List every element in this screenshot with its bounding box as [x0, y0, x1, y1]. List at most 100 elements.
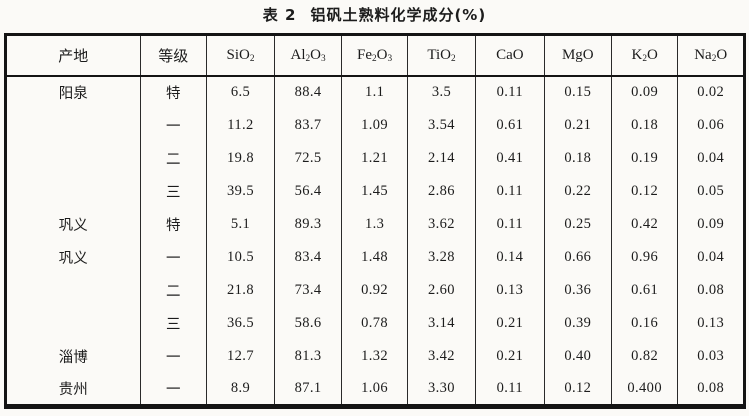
cell-Na2O: 0.05	[677, 174, 745, 208]
cell-Al2O3: 81.3	[273, 340, 342, 374]
table-row: 阳泉 特 6.5 88.4 1.1 3.5 0.11 0.15 0.09 0.02	[6, 75, 745, 109]
cell-grade: 二	[139, 141, 207, 175]
cell-TiO2: 3.5	[406, 75, 476, 109]
column-header-MgO: MgO	[543, 34, 612, 77]
cell-Fe2O3: 1.09	[341, 108, 408, 142]
cell-Na2O: 0.08	[677, 373, 745, 407]
cell-CaO: 0.11	[474, 207, 545, 241]
cell-Na2O: 0.04	[677, 141, 745, 175]
cell-Fe2O3: 1.32	[341, 340, 408, 374]
table-title: 表 2 铝矾土熟料化学成分(%)	[0, 4, 749, 25]
table-row: 三 36.5 58.6 0.78 3.14 0.21 0.39 0.16 0.13	[6, 307, 745, 341]
cell-K2O: 0.18	[610, 108, 678, 142]
cell-SiO2: 6.5	[206, 75, 275, 109]
cell-TiO2: 2.14	[406, 141, 476, 175]
cell-Na2O: 0.03	[677, 340, 745, 374]
cell-Al2O3: 83.4	[273, 240, 342, 275]
cell-Na2O: 0.13	[677, 307, 745, 341]
cell-Fe2O3: 1.21	[341, 141, 408, 175]
column-header-TiO2: TiO2	[406, 34, 476, 77]
cell-SiO2: 12.7	[206, 340, 275, 374]
cell-Fe2O3: 1.45	[341, 174, 408, 208]
cell-origin	[6, 175, 141, 208]
cell-MgO: 0.25	[543, 207, 612, 241]
cell-Na2O: 0.06	[677, 108, 745, 142]
cell-SiO2: 36.5	[206, 307, 275, 341]
cell-TiO2: 3.54	[406, 108, 476, 142]
cell-Al2O3: 73.4	[273, 274, 342, 308]
cell-origin	[6, 109, 141, 142]
cell-origin: 贵州	[58, 382, 88, 399]
cell-TiO2: 3.30	[406, 373, 476, 407]
cell-grade: 二	[139, 274, 207, 308]
cell-MgO: 0.39	[543, 307, 612, 341]
cell-MgO: 0.18	[543, 141, 612, 175]
cell-K2O: 0.400	[610, 373, 678, 407]
cell-K2O: 0.82	[610, 340, 678, 374]
cell-K2O: 0.19	[610, 141, 678, 175]
cell-TiO2: 3.28	[406, 240, 476, 275]
cell-MgO: 0.22	[543, 174, 612, 208]
column-header-grade: 等级	[139, 34, 207, 77]
cell-Al2O3: 58.6	[273, 307, 342, 341]
header-row: 产地 等级 SiO2 Al2O3 Fe2O3 TiO2 CaO MgO K2O Na2O	[5, 34, 745, 77]
cell-Fe2O3: 1.06	[341, 373, 408, 407]
cell-Al2O3: 87.1	[273, 373, 342, 407]
cell-CaO: 0.41	[474, 141, 545, 175]
cell-K2O: 0.12	[610, 174, 678, 208]
cell-SiO2: 10.5	[206, 240, 275, 275]
cell-CaO: 0.21	[474, 340, 545, 374]
cell-origin	[6, 142, 141, 175]
table-title-text: 铝矾土熟料化学成分(%)	[310, 6, 487, 24]
cell-Fe2O3: 1.1	[341, 75, 408, 109]
cell-CaO: 0.13	[474, 274, 545, 308]
cell-grade: 一	[139, 340, 207, 374]
column-header-CaO: CaO	[474, 34, 545, 77]
cell-TiO2: 2.86	[406, 174, 476, 208]
cell-grade: 一	[139, 108, 207, 142]
cell-Al2O3: 56.4	[273, 174, 342, 208]
cell-SiO2: 8.9	[206, 373, 275, 407]
cell-Fe2O3: 1.48	[341, 240, 408, 275]
cell-grade: 特	[139, 207, 207, 241]
cell-grade: 三	[139, 174, 207, 208]
cell-CaO: 0.11	[474, 373, 545, 407]
column-header-Al2O3: Al2O3	[273, 34, 342, 77]
cell-origin: 巩义	[58, 217, 88, 234]
cell-Na2O: 0.08	[677, 274, 745, 308]
cell-SiO2: 5.1	[206, 207, 275, 241]
table-row: 二 21.8 73.4 0.92 2.60 0.13 0.36 0.61 0.08	[6, 274, 745, 308]
cell-MgO: 0.15	[543, 75, 612, 109]
cell-CaO: 0.11	[474, 75, 545, 109]
cell-grade: 一	[139, 240, 207, 275]
table-row: 巩义 一 10.5 83.4 1.48 3.28 0.14 0.66 0.96 0.04	[6, 240, 745, 275]
cell-K2O: 0.61	[610, 274, 678, 308]
cell-Al2O3: 72.5	[273, 141, 342, 175]
cell-MgO: 0.66	[543, 240, 612, 275]
cell-CaO: 0.11	[474, 174, 545, 208]
cell-origin	[6, 307, 141, 340]
table-row: 淄博 一 12.7 81.3 1.32 3.42 0.21 0.40 0.82 0.03	[6, 340, 745, 374]
cell-TiO2: 3.62	[406, 207, 476, 241]
cell-grade: 三	[139, 307, 207, 341]
cell-TiO2: 2.60	[406, 274, 476, 308]
cell-MgO: 0.12	[543, 373, 612, 407]
cell-SiO2: 11.2	[206, 108, 275, 142]
table-row: 二 19.8 72.5 1.21 2.14 0.41 0.18 0.19 0.04	[6, 141, 745, 175]
cell-MgO: 0.21	[543, 108, 612, 142]
cell-K2O: 0.96	[610, 240, 678, 275]
column-header-Fe2O3: Fe2O3	[341, 34, 408, 77]
table-row: 三 39.5 56.4 1.45 2.86 0.11 0.22 0.12 0.05	[6, 174, 745, 208]
cell-TiO2: 3.14	[406, 307, 476, 341]
cell-CaO: 0.14	[474, 240, 545, 275]
cell-Na2O: 0.04	[677, 240, 745, 275]
cell-Na2O: 0.09	[677, 207, 745, 241]
table-row: 一 11.2 83.7 1.09 3.54 0.61 0.21 0.18 0.06	[6, 108, 745, 142]
cell-SiO2: 19.8	[206, 141, 275, 175]
cell-Al2O3: 89.3	[273, 207, 342, 241]
cell-Fe2O3: 1.3	[341, 207, 408, 241]
table-body: 阳泉特 6.5 88.4 1.1 3.5 0.11 0.15 0.09 0.02 一 11.2 83.…	[6, 75, 745, 407]
table-number: 表 2	[262, 6, 297, 24]
cell-K2O: 0.09	[610, 75, 678, 109]
